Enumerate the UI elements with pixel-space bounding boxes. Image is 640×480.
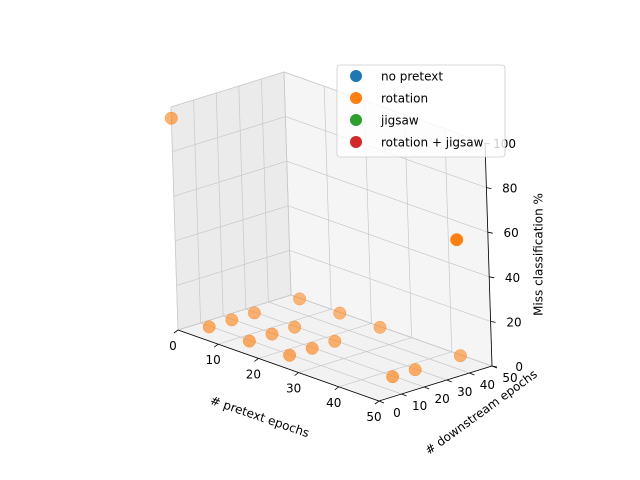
grid-line-x-floor: [298, 337, 412, 373]
legend-marker: [350, 70, 362, 82]
x-tick-label: 30: [286, 382, 301, 396]
scatter-point: [450, 233, 464, 247]
z-tick-mark: [487, 231, 493, 234]
y-tick-mark: [378, 400, 385, 404]
legend-label: rotation: [381, 92, 428, 106]
grid-line-z-left: [176, 250, 290, 286]
y-tick-label: 50: [502, 371, 517, 385]
grid-line-z-left: [175, 205, 289, 242]
grid-line-y-floor: [200, 322, 402, 395]
scatter-point: [265, 327, 279, 341]
grid-line-x-floor: [258, 323, 372, 359]
x-axis-label: # pretext epochs: [208, 393, 311, 440]
scatter-point: [247, 306, 261, 320]
grid-line-y-left: [283, 71, 292, 296]
x-tick-mark: [254, 358, 259, 362]
scatter-point: [288, 320, 302, 334]
chart-points: [164, 111, 467, 384]
grid-line-z-left: [170, 71, 285, 108]
grid-line-y-floor: [268, 301, 470, 374]
y-tick-mark: [401, 393, 407, 397]
grid-line-z-left: [177, 294, 292, 331]
grid-line-x-floor: [338, 351, 452, 388]
z-axis-line: [484, 142, 493, 367]
y-tick-label: 20: [435, 392, 450, 406]
z-tick-mark: [486, 187, 492, 189]
x-tick-label: 0: [169, 339, 177, 353]
legend-marker: [350, 92, 362, 104]
z-tick-label: 60: [504, 226, 519, 240]
scatter-point: [386, 370, 400, 384]
z-tick-label: 20: [506, 315, 521, 329]
x-tick-mark: [374, 400, 380, 405]
z-tick-label: 80: [502, 182, 517, 196]
scatter-point: [333, 306, 347, 320]
grid-line-y-left: [215, 92, 224, 317]
legend-label: rotation + jigsaw: [381, 136, 484, 150]
grid-line-x-back: [323, 86, 332, 310]
y-tick-label: 30: [457, 385, 472, 399]
grid-line-y-left: [170, 106, 179, 331]
z-tick-label: 0: [515, 360, 523, 374]
x-tick-label: 40: [326, 396, 341, 410]
x-tick-mark: [213, 343, 219, 348]
grid-line-y-left: [238, 85, 247, 310]
scatter-point: [373, 320, 387, 334]
grid-line-y-left: [193, 99, 201, 324]
legend: no pretext rotation jigsaw rotation + jigsa…: [336, 64, 506, 158]
legend-label: no pretext: [381, 70, 443, 84]
y-axis-line: [378, 365, 493, 402]
z-tick-mark: [490, 321, 496, 323]
scatter-point: [293, 292, 307, 306]
scatter-point: [408, 363, 422, 377]
scatter-point: [202, 320, 216, 334]
grid-line-y-left: [261, 78, 269, 303]
z-tick-mark: [489, 276, 495, 279]
y-tick-label: 40: [480, 378, 495, 392]
y-tick-label: 0: [393, 406, 401, 420]
scatter-point: [242, 334, 256, 348]
z-tick-mark: [491, 365, 498, 368]
grid-line-z-back: [288, 205, 490, 278]
z-tick-label: 40: [505, 271, 520, 285]
x-tick-mark: [334, 386, 340, 391]
x-tick-label: 50: [366, 410, 381, 424]
z-axis-label: Miss classification %: [532, 193, 546, 316]
legend-label: jigsaw: [380, 114, 419, 128]
legend-marker: [350, 136, 362, 148]
y-tick-mark: [446, 379, 452, 383]
x-tick-mark: [294, 372, 299, 376]
grid-line-z-back: [289, 250, 491, 322]
grid-line-z-left: [172, 116, 286, 152]
grid-line-x-back: [444, 128, 453, 352]
x-axis-line: [177, 329, 380, 402]
x-tick-label: 10: [206, 353, 221, 367]
pane-left-wall: [170, 71, 292, 331]
y-tick-label: 10: [412, 399, 427, 413]
y-tick-mark: [424, 386, 430, 390]
x-tick-mark: [173, 329, 179, 334]
scatter-point: [328, 334, 342, 348]
legend-marker: [350, 114, 362, 126]
scatter-point: [283, 348, 297, 362]
scatter-point: [225, 313, 239, 327]
legend-box: [336, 64, 506, 158]
scatter-point: [305, 341, 319, 355]
scatter-point: [164, 111, 178, 125]
y-tick-mark: [469, 372, 475, 376]
grid-line-z-left: [173, 160, 287, 197]
x-tick-label: 20: [246, 367, 261, 381]
scatter-point: [453, 349, 467, 363]
grid-line-x-floor: [218, 308, 332, 345]
grid-line-z-back: [286, 160, 488, 233]
